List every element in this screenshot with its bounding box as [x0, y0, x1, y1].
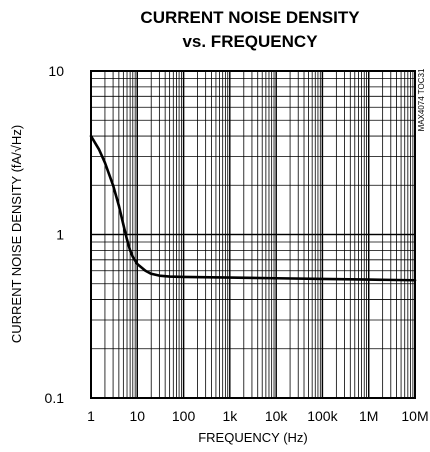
- x-tick-label: 1M: [359, 408, 378, 424]
- x-tick-label: 10k: [265, 408, 289, 424]
- series-layer: [89, 134, 417, 282]
- y-tick-label: 0.1: [45, 390, 65, 406]
- y-tick-label: 10: [48, 63, 64, 79]
- x-tick-label: 10: [129, 408, 145, 424]
- y-tick-label: 1: [56, 227, 64, 243]
- plot-frame: [90, 70, 416, 399]
- y-axis-label: CURRENT NOISE DENSITY (fA/√Hz): [9, 125, 24, 343]
- x-tick-label: 100: [172, 408, 196, 424]
- chart-subtitle: vs. FREQUENCY: [182, 32, 318, 51]
- x-tick-label: 10M: [401, 408, 428, 424]
- x-tick-label: 1: [87, 408, 95, 424]
- chart-title: CURRENT NOISE DENSITY: [140, 8, 360, 27]
- grid: [90, 70, 416, 399]
- tick-labels: 1 10 100 1k 10k 100k 1M 10M 0.1 1 10: [45, 63, 429, 424]
- x-tick-label: 1k: [222, 408, 238, 424]
- figure-code: MAX4074 TOC31: [417, 68, 426, 131]
- series-line-0: [89, 134, 417, 282]
- x-tick-label: 100k: [307, 408, 338, 424]
- x-axis-label: FREQUENCY (Hz): [198, 430, 308, 445]
